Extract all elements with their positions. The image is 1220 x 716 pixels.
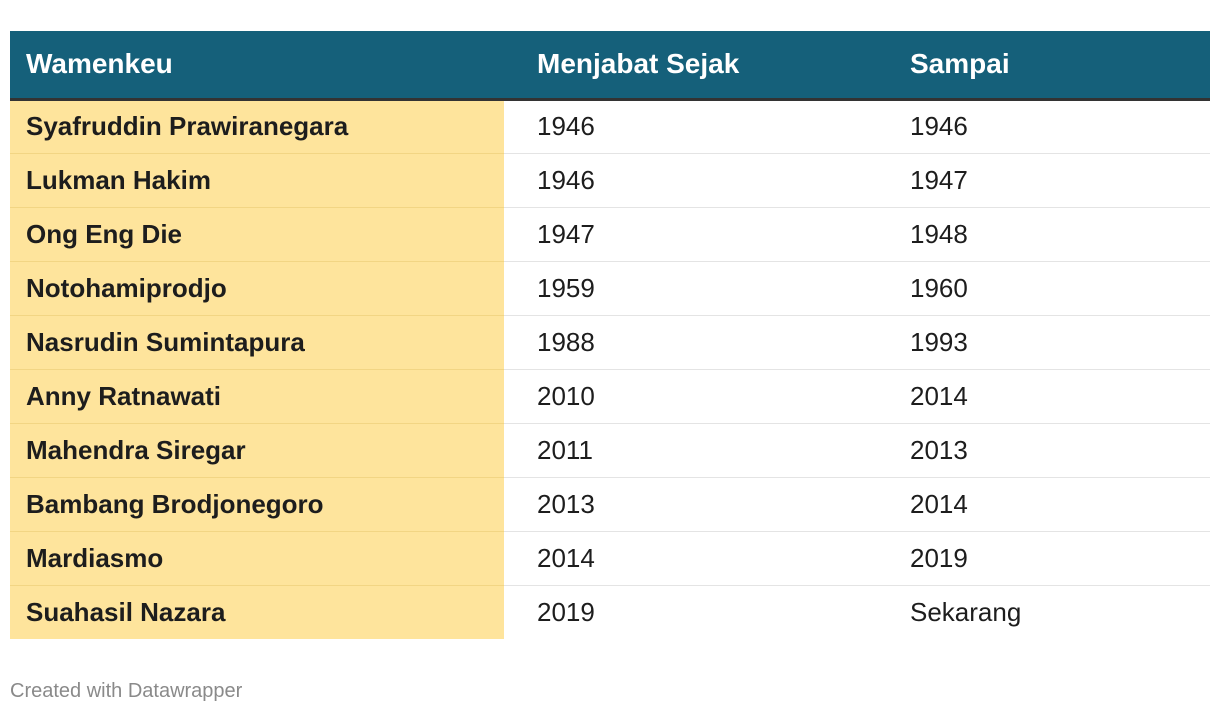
cell-sampai: 2014 — [886, 477, 1210, 532]
cell-menjabat-sejak: 2014 — [504, 531, 886, 586]
cell-sampai: 1960 — [886, 261, 1210, 316]
table-row: Ong Eng Die 1947 1948 — [10, 207, 1210, 262]
cell-sampai: 1948 — [886, 207, 1210, 262]
cell-sampai: 1946 — [886, 99, 1210, 154]
table-row: Mahendra Siregar 2011 2013 — [10, 423, 1210, 478]
table-row: Nasrudin Sumintapura 1988 1993 — [10, 315, 1210, 370]
table-row: Notohamiprodjo 1959 1960 — [10, 261, 1210, 316]
table-row: Mardiasmo 2014 2019 — [10, 531, 1210, 586]
cell-sampai: 1993 — [886, 315, 1210, 370]
cell-wamenkeu: Ong Eng Die — [10, 207, 504, 262]
table-row: Lukman Hakim 1946 1947 — [10, 153, 1210, 208]
cell-wamenkeu: Nasrudin Sumintapura — [10, 315, 504, 370]
table-row: Anny Ratnawati 2010 2014 — [10, 369, 1210, 424]
column-header-sampai: Sampai — [886, 31, 1210, 101]
cell-menjabat-sejak: 2010 — [504, 369, 886, 424]
cell-menjabat-sejak: 2011 — [504, 423, 886, 478]
column-header-menjabat-sejak: Menjabat Sejak — [504, 31, 886, 101]
cell-wamenkeu: Lukman Hakim — [10, 153, 504, 208]
cell-menjabat-sejak: 1947 — [504, 207, 886, 262]
cell-wamenkeu: Mardiasmo — [10, 531, 504, 586]
table-row: Bambang Brodjonegoro 2013 2014 — [10, 477, 1210, 532]
cell-sampai: 2013 — [886, 423, 1210, 478]
cell-sampai: 2014 — [886, 369, 1210, 424]
table-header: Wamenkeu Menjabat Sejak Sampai — [10, 31, 1210, 101]
header-row: Wamenkeu Menjabat Sejak Sampai — [10, 31, 1210, 101]
table-row: Syafruddin Prawiranegara 1946 1946 — [10, 99, 1210, 154]
cell-wamenkeu: Anny Ratnawati — [10, 369, 504, 424]
cell-menjabat-sejak: 1959 — [504, 261, 886, 316]
cell-sampai: 2019 — [886, 531, 1210, 586]
data-table: Wamenkeu Menjabat Sejak Sampai Syafruddi… — [10, 31, 1210, 639]
cell-wamenkeu: Notohamiprodjo — [10, 261, 504, 316]
cell-menjabat-sejak: 2013 — [504, 477, 886, 532]
cell-sampai: 1947 — [886, 153, 1210, 208]
cell-wamenkeu: Bambang Brodjonegoro — [10, 477, 504, 532]
cell-wamenkeu: Suahasil Nazara — [10, 585, 504, 639]
cell-sampai: Sekarang — [910, 596, 1022, 627]
cell-wamenkeu: Mahendra Siregar — [10, 423, 504, 478]
cell-menjabat-sejak: 1946 — [504, 153, 886, 208]
column-header-wamenkeu: Wamenkeu — [10, 31, 504, 101]
table-body: Syafruddin Prawiranegara 1946 1946 Lukman H… — [10, 99, 1210, 639]
footer-credit: Created with Datawrapper — [10, 680, 243, 702]
cell-menjabat-sejak: 2019 — [537, 596, 595, 627]
cell-menjabat-sejak: 1988 — [504, 315, 886, 370]
table-row: Suahasil Nazara 2019 Sekarang — [10, 585, 1210, 639]
cell-wamenkeu: Syafruddin Prawiranegara — [10, 99, 504, 154]
cell-menjabat-sejak: 1946 — [504, 99, 886, 154]
data-table-container: Wamenkeu Menjabat Sejak Sampai Syafruddi… — [10, 31, 1210, 639]
